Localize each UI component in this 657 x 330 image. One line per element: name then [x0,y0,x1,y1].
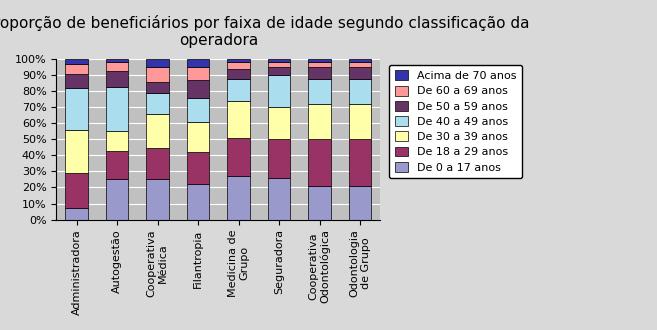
Bar [308,67,330,79]
Bar [268,67,290,75]
Bar [187,152,209,184]
Bar [187,80,209,98]
Bar [106,131,128,150]
Bar [106,62,128,71]
Bar [227,79,250,101]
Bar [106,86,128,131]
Bar [66,64,88,74]
Bar [268,107,290,139]
Bar [66,59,88,64]
Bar [66,88,88,130]
Bar [106,71,128,86]
Bar [268,59,290,62]
Bar [227,69,250,79]
Bar [147,93,169,114]
Title: Figura 3 - Proporção de beneficiários por faixa de idade segundo classificação d: Figura 3 - Proporção de beneficiários po… [0,15,529,49]
Bar [268,139,290,178]
Bar [66,208,88,219]
Bar [268,75,290,107]
Bar [308,186,330,219]
Bar [349,67,371,79]
Bar [106,180,128,219]
Bar [147,82,169,93]
Bar [227,138,250,176]
Bar [187,67,209,80]
Bar [349,62,371,67]
Bar [66,74,88,88]
Bar [147,148,169,179]
Bar [227,59,250,62]
Bar [349,59,371,62]
Bar [106,59,128,62]
Bar [268,62,290,67]
Bar [227,62,250,69]
Bar [187,59,209,67]
Bar [349,186,371,219]
Legend: Acima de 70 anos, De 60 a 69 anos, De 50 a 59 anos, De 40 a 49 anos, De 30 a 39 : Acima de 70 anos, De 60 a 69 anos, De 50… [389,65,522,178]
Bar [147,67,169,82]
Bar [308,62,330,67]
Bar [66,173,88,208]
Bar [227,101,250,138]
Bar [308,79,330,104]
Bar [187,184,209,219]
Bar [308,104,330,139]
Bar [187,122,209,152]
Bar [349,104,371,139]
Bar [308,59,330,62]
Bar [147,179,169,219]
Bar [308,139,330,186]
Bar [66,130,88,173]
Bar [147,114,169,148]
Bar [147,59,169,67]
Bar [268,178,290,219]
Bar [187,98,209,122]
Bar [349,139,371,186]
Bar [227,176,250,219]
Bar [349,79,371,104]
Bar [106,150,128,180]
